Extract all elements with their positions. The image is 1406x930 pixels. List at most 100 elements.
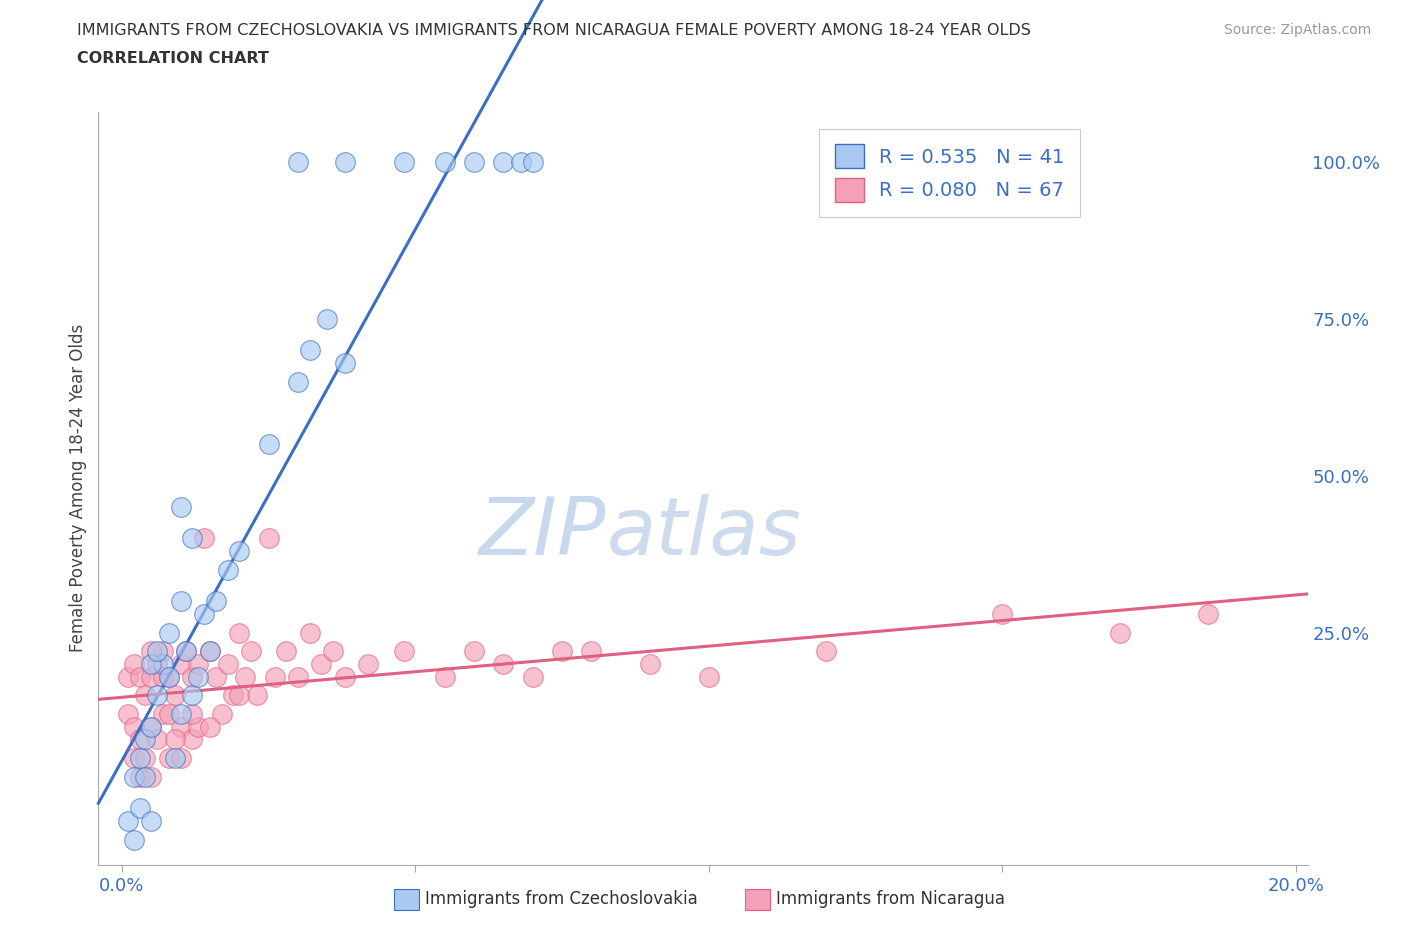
Point [298,343,321,358]
Point [257,531,280,546]
Point [697,670,720,684]
Point [181,688,204,703]
Point [134,751,156,765]
Point [152,644,174,659]
Legend: R = 0.535   N = 41, R = 0.080   N = 67: R = 0.535 N = 41, R = 0.080 N = 67 [820,129,1080,217]
Point [198,644,221,659]
Text: Immigrants from Czechoslovakia: Immigrants from Czechoslovakia [425,890,697,909]
Point [433,670,456,684]
Point [193,531,215,546]
Point [991,606,1014,621]
Point [169,657,191,671]
Point [141,720,163,735]
Point [510,154,533,169]
Point [163,732,186,747]
Point [492,154,515,169]
Point [433,154,456,169]
Point [134,688,156,703]
Point [152,670,174,684]
Point [211,707,233,722]
Point [276,644,298,659]
Point [169,720,191,735]
Point [128,751,150,765]
Point [333,670,356,684]
Point [163,688,186,703]
Point [181,707,204,722]
Point [146,657,169,671]
Point [316,312,339,326]
Point [122,832,145,847]
Point [146,644,169,659]
Point [169,594,191,609]
Point [233,670,256,684]
Point [146,732,169,747]
Point [128,670,150,684]
Point [287,670,309,684]
Point [246,688,269,703]
Point [128,770,150,785]
Point [1108,625,1130,640]
Point [187,720,209,735]
Point [152,657,174,671]
Point [463,644,485,659]
Point [146,688,169,703]
Point [222,688,245,703]
Point [141,670,163,684]
Point [117,670,139,684]
Point [228,688,250,703]
Point [141,644,163,659]
Point [134,770,156,785]
Text: atlas: atlas [606,495,801,573]
Point [204,594,226,609]
Point [157,707,180,722]
Point [128,732,150,747]
Point [141,814,163,829]
Point [193,606,215,621]
Point [152,707,174,722]
Point [217,563,239,578]
Point [122,720,145,735]
Point [463,154,485,169]
Point [522,670,544,684]
Point [176,644,198,659]
Point [181,732,204,747]
Point [333,355,356,370]
Point [228,625,250,640]
Point [263,670,285,684]
Point [392,644,415,659]
Point [141,770,163,785]
Point [492,657,515,671]
Point [240,644,263,659]
Text: ZIP: ZIP [479,495,606,573]
Point [228,543,250,558]
Point [581,644,603,659]
Point [163,751,186,765]
Text: Source: ZipAtlas.com: Source: ZipAtlas.com [1223,23,1371,37]
Point [117,814,139,829]
Point [176,644,198,659]
Text: CORRELATION CHART: CORRELATION CHART [77,51,269,66]
Point [134,732,156,747]
Point [551,644,574,659]
Point [141,657,163,671]
Point [117,707,139,722]
Point [333,154,356,169]
Point [217,657,239,671]
Point [638,657,661,671]
Point [322,644,344,659]
Point [169,751,191,765]
Text: IMMIGRANTS FROM CZECHOSLOVAKIA VS IMMIGRANTS FROM NICARAGUA FEMALE POVERTY AMONG: IMMIGRANTS FROM CZECHOSLOVAKIA VS IMMIGR… [77,23,1031,38]
Point [122,657,145,671]
Point [198,644,221,659]
Text: Immigrants from Nicaragua: Immigrants from Nicaragua [776,890,1005,909]
Point [181,670,204,684]
Point [122,751,145,765]
Point [157,670,180,684]
Point [181,531,204,546]
Point [392,154,415,169]
Point [187,670,209,684]
Point [311,657,333,671]
Point [204,670,226,684]
Point [287,374,309,389]
Point [298,625,321,640]
